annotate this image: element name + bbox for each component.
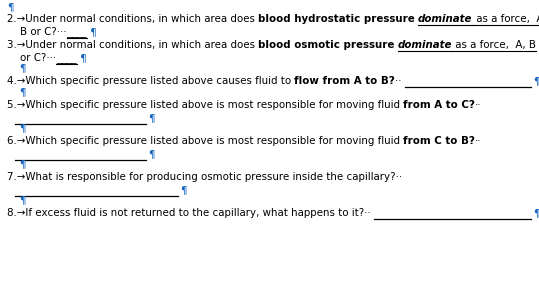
Text: as a force,  A, B: as a force, A, B xyxy=(452,40,536,50)
Text: ¶: ¶ xyxy=(7,2,13,12)
Text: ____: ____ xyxy=(56,54,77,64)
Text: 5.→Which specific pressure listed above is most responsible for moving fluid: 5.→Which specific pressure listed above … xyxy=(7,100,403,110)
Text: 8.→If excess fluid is not returned to the capillary, what happens to it?··: 8.→If excess fluid is not returned to th… xyxy=(7,208,374,218)
Text: ¶: ¶ xyxy=(7,87,26,97)
Text: or C?···: or C?··· xyxy=(7,53,56,63)
Text: from A to C?: from A to C? xyxy=(403,100,475,110)
Text: flow from A to B?: flow from A to B? xyxy=(294,76,395,86)
Text: ¶: ¶ xyxy=(181,185,187,195)
Text: ··: ·· xyxy=(395,76,405,86)
Text: 6.→Which specific pressure listed above is most responsible for moving fluid: 6.→Which specific pressure listed above … xyxy=(7,136,403,146)
Text: from C to B?: from C to B? xyxy=(403,136,475,146)
Text: 2.→Under normal conditions, in which area does: 2.→Under normal conditions, in which are… xyxy=(7,14,258,24)
Text: dominate: dominate xyxy=(418,14,473,24)
Text: blood osmotic pressure: blood osmotic pressure xyxy=(258,40,395,50)
Text: dominate: dominate xyxy=(398,40,452,50)
Text: ¶: ¶ xyxy=(7,63,26,73)
Text: 3.→Under normal conditions, in which area does: 3.→Under normal conditions, in which are… xyxy=(7,40,258,50)
Text: ¶: ¶ xyxy=(87,27,96,37)
Text: blood hydrostatic pressure: blood hydrostatic pressure xyxy=(258,14,415,24)
Text: ¶: ¶ xyxy=(7,159,26,169)
Text: ··: ·· xyxy=(475,136,482,146)
Text: B or C?···: B or C?··· xyxy=(7,27,66,37)
Text: ____: ____ xyxy=(66,28,87,38)
Text: ¶: ¶ xyxy=(148,149,155,159)
Text: ¶: ¶ xyxy=(533,76,539,86)
Text: ¶: ¶ xyxy=(148,113,155,123)
Text: ¶: ¶ xyxy=(77,53,86,63)
Text: ¶: ¶ xyxy=(7,123,26,133)
Text: as a force,  A,: as a force, A, xyxy=(473,14,539,24)
Text: 7.→What is responsible for producing osmotic pressure inside the capillary?··: 7.→What is responsible for producing osm… xyxy=(7,172,402,182)
Text: ¶: ¶ xyxy=(7,195,26,205)
Text: ¶: ¶ xyxy=(533,208,539,218)
Text: ··: ·· xyxy=(475,100,482,110)
Text: 4.→Which specific pressure listed above causes fluid to: 4.→Which specific pressure listed above … xyxy=(7,76,294,86)
